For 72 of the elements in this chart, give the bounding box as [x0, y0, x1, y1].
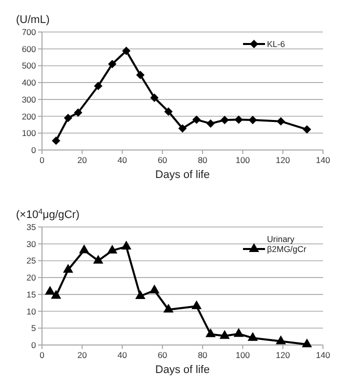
x-tick-label: 100 — [236, 155, 250, 165]
point — [276, 335, 286, 344]
y-tick-label: 0 — [31, 145, 36, 155]
point — [206, 119, 215, 128]
point — [44, 286, 56, 295]
y-tick-label: 25 — [26, 256, 36, 266]
point — [302, 338, 312, 348]
y-tick-label: 400 — [22, 78, 36, 88]
point — [248, 116, 257, 124]
x-tick-label: 80 — [198, 155, 208, 165]
x-tick-label: 0 — [40, 350, 45, 360]
point — [150, 94, 159, 102]
point — [108, 60, 116, 68]
legend-label: Urinary β2MG/gCr — [267, 234, 307, 254]
point — [191, 300, 202, 310]
x-tick-label: 140 — [316, 155, 330, 165]
point — [62, 264, 74, 273]
y-tick-label: 35 — [26, 222, 36, 232]
y-tick-label: 10 — [26, 306, 36, 316]
point — [248, 332, 258, 341]
x-tick-label: 140 — [316, 350, 330, 360]
point — [178, 124, 187, 133]
point — [93, 254, 104, 264]
point — [192, 115, 201, 124]
x-tick-label: 40 — [118, 155, 128, 165]
point — [302, 125, 312, 134]
y-tick-label: 500 — [22, 60, 36, 71]
point — [107, 244, 118, 254]
point — [206, 328, 216, 338]
x-tick-label: 60 — [158, 350, 168, 360]
x-tick-label: 20 — [77, 155, 88, 165]
point — [136, 70, 145, 80]
point — [79, 244, 90, 254]
y-tick-label: 200 — [22, 111, 36, 122]
y-tick-label: 20 — [26, 272, 36, 283]
point — [64, 114, 72, 122]
point — [74, 108, 82, 117]
y-axis-title: (U/mL) — [16, 14, 50, 26]
point — [220, 116, 229, 124]
y-tick-label: 15 — [26, 289, 36, 300]
y-tick-label: 100 — [22, 128, 36, 138]
x-tick-label: 60 — [158, 155, 168, 165]
y-tick-label: 30 — [26, 238, 36, 249]
x-tick-label: 80 — [198, 350, 208, 360]
point — [276, 117, 286, 126]
y-tick-label: 300 — [22, 94, 36, 104]
point — [52, 136, 60, 145]
point — [164, 107, 173, 116]
legend-label: KL-6 — [267, 39, 286, 49]
x-axis-title: Days of life — [155, 364, 210, 376]
x-tick-label: 120 — [276, 350, 290, 360]
y-tick-label: 5 — [31, 323, 36, 334]
point — [94, 82, 102, 90]
x-tick-label: 20 — [77, 350, 88, 360]
point — [50, 290, 62, 299]
x-tick-label: 0 — [40, 155, 45, 165]
x-axis-title: Days of life — [155, 169, 210, 181]
x-tick-label: 40 — [118, 350, 128, 360]
y-axis-title: (×10$^{4}$μg/gCr) — [16, 206, 80, 221]
x-tick-label: 100 — [236, 350, 250, 360]
y-tick-label: 600 — [22, 44, 36, 54]
point — [121, 240, 132, 250]
point — [220, 330, 230, 339]
y-tick-label: 700 — [22, 27, 36, 37]
y-tick-label: 0 — [31, 340, 36, 350]
point — [149, 284, 160, 294]
point — [122, 46, 130, 56]
point — [163, 304, 174, 313]
point — [234, 115, 243, 124]
point — [135, 290, 146, 300]
x-tick-label: 120 — [276, 155, 290, 165]
point — [234, 328, 244, 337]
